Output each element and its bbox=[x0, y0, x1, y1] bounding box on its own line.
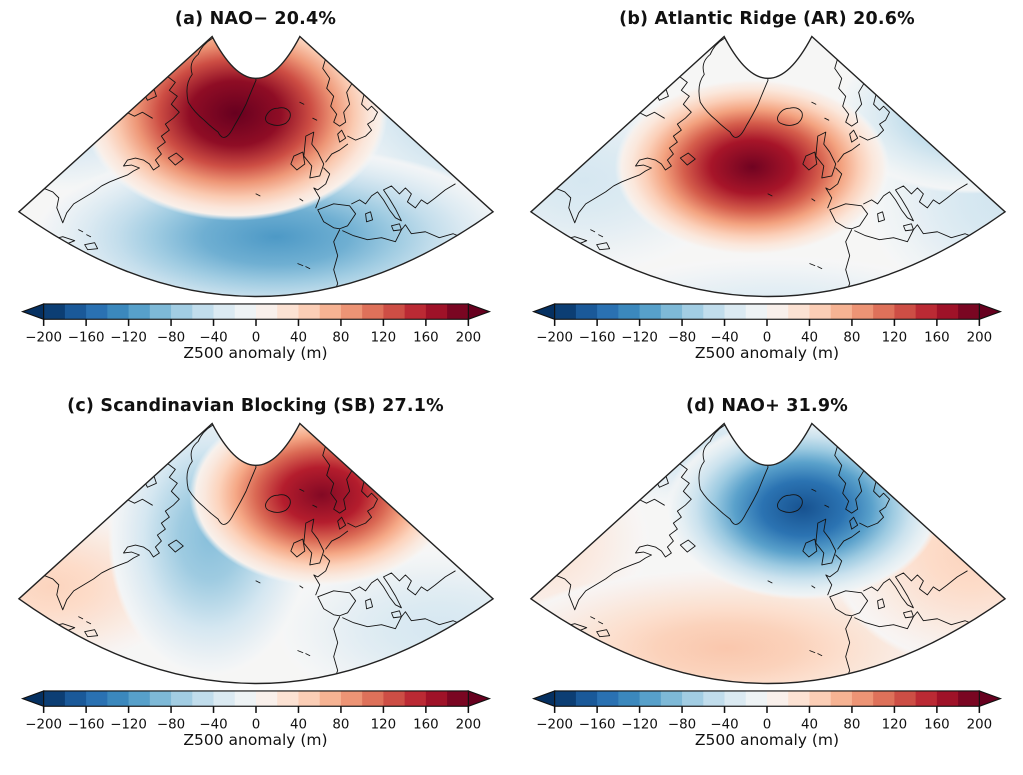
colorbar-tick-label: 0 bbox=[763, 717, 772, 732]
colorbar-tick-label: −40 bbox=[710, 330, 738, 345]
panel-title: (c) Scandinavian Blocking (SB) 27.1% bbox=[67, 396, 444, 416]
colorbar-tick-label: −200 bbox=[25, 717, 62, 732]
colorbar-tick-label: 200 bbox=[967, 330, 993, 345]
colorbar-ticks: −200 −160 −120 −80 −40 0 40 80 120 160 200 bbox=[25, 706, 481, 732]
colorbar-overflow-arrow bbox=[467, 690, 491, 708]
colorbar-tick-label: 40 bbox=[289, 717, 306, 732]
panel-title: (d) NAO+ 31.9% bbox=[686, 396, 848, 416]
colorbar-tick-label: −80 bbox=[668, 330, 696, 345]
map-boundary bbox=[17, 35, 495, 298]
panel-title: (b) Atlantic Ridge (AR) 20.6% bbox=[619, 9, 915, 29]
colorbar-tick-label: 160 bbox=[924, 717, 950, 732]
map-clip-group bbox=[530, 36, 1005, 297]
colorbar-tick-label: −80 bbox=[156, 330, 184, 345]
colorbar-tick-label: 40 bbox=[289, 330, 306, 345]
colorbar-ticks: −200 −160 −120 −80 −40 0 40 80 120 160 200 bbox=[25, 319, 481, 345]
colorbar-overflow-arrow bbox=[467, 303, 491, 321]
colorbar-tick-label: 120 bbox=[882, 330, 908, 345]
colorbar-label: Z500 anomaly (m) bbox=[183, 731, 328, 749]
colorbar: −200 −160 −120 −80 −40 0 40 80 120 160 200 bbox=[531, 303, 1003, 345]
map-clip-group bbox=[530, 423, 1005, 684]
colorbar-tick-label: 0 bbox=[251, 330, 260, 345]
colorbar-tick-label: 200 bbox=[455, 717, 481, 732]
colorbar-tick-label: 120 bbox=[882, 717, 908, 732]
colorbar-label: Z500 anomaly (m) bbox=[694, 731, 840, 749]
colorbar-overflow-arrow bbox=[978, 690, 1003, 708]
panel-a: (a) NAO− 20.4% −200 −160 −120 −80 −40 0 40 80 12… bbox=[0, 0, 511, 387]
colorbar-tick-label: −120 bbox=[621, 330, 658, 345]
colorbar-tick-label: −200 bbox=[536, 330, 573, 345]
colorbar-tick-label: 120 bbox=[370, 330, 396, 345]
colorbar-tick-label: 40 bbox=[801, 330, 818, 345]
colorbar-segments bbox=[43, 303, 469, 320]
panel-d: (d) NAO+ 31.9% −200 −160 −120 −80 −40 0 40 80 12… bbox=[511, 387, 1023, 775]
anomaly-field bbox=[530, 423, 1005, 684]
anomaly-map bbox=[17, 35, 495, 298]
colorbar-tick-label: −200 bbox=[25, 330, 62, 345]
anomaly-field bbox=[18, 423, 494, 684]
colorbar-tick-label: 160 bbox=[924, 330, 950, 345]
colorbar-tick-label: −40 bbox=[199, 717, 227, 732]
panel-b: (b) Atlantic Ridge (AR) 20.6% −200 −160 −1… bbox=[511, 0, 1023, 387]
colorbar: −200 −160 −120 −80 −40 0 40 80 120 160 200 bbox=[20, 303, 491, 345]
colorbar-tick-label: 160 bbox=[413, 717, 439, 732]
colorbar-tick-label: 0 bbox=[251, 717, 260, 732]
colorbar-tick-label: −80 bbox=[668, 717, 696, 732]
colorbar-tick-label: 80 bbox=[332, 330, 349, 345]
map-clip-group bbox=[18, 423, 494, 684]
anomaly-map bbox=[529, 422, 1006, 685]
colorbar-underflow-arrow bbox=[20, 303, 44, 321]
colorbar-label: Z500 anomaly (m) bbox=[183, 344, 328, 362]
colorbar-ticks: −200 −160 −120 −80 −40 0 40 80 120 160 200 bbox=[536, 319, 992, 345]
panel-c: (c) Scandinavian Blocking (SB) 27.1% −20… bbox=[0, 387, 511, 775]
map-boundary bbox=[17, 422, 495, 685]
map-boundary bbox=[529, 35, 1006, 298]
colorbar-tick-label: 80 bbox=[843, 717, 860, 732]
anomaly-field bbox=[530, 36, 1005, 297]
colorbar-tick-label: −40 bbox=[710, 717, 738, 732]
colorbar-tick-label: −160 bbox=[67, 717, 104, 732]
colorbar-ticks: −200 −160 −120 −80 −40 0 40 80 120 160 200 bbox=[536, 706, 992, 732]
colorbar-tick-label: 120 bbox=[370, 717, 396, 732]
colorbar-tick-label: −80 bbox=[156, 717, 184, 732]
colorbar-tick-label: 80 bbox=[332, 717, 349, 732]
map-clip-group bbox=[18, 36, 494, 297]
colorbar-tick-label: 160 bbox=[413, 330, 439, 345]
colorbar-tick-label: −160 bbox=[67, 330, 104, 345]
colorbar-tick-label: 0 bbox=[763, 330, 772, 345]
colorbar-segments bbox=[43, 690, 469, 707]
colorbar-tick-label: 40 bbox=[801, 717, 818, 732]
colorbar-underflow-arrow bbox=[531, 690, 556, 708]
colorbar-segments bbox=[554, 303, 980, 320]
colorbar-tick-label: −120 bbox=[621, 717, 658, 732]
colorbar: −200 −160 −120 −80 −40 0 40 80 120 160 200 bbox=[531, 690, 1003, 732]
colorbar-tick-label: 200 bbox=[967, 717, 993, 732]
colorbar-tick-label: −160 bbox=[579, 717, 616, 732]
colorbar-tick-label: −40 bbox=[199, 330, 227, 345]
colorbar-tick-label: −120 bbox=[110, 717, 147, 732]
colorbar-underflow-arrow bbox=[531, 303, 556, 321]
anomaly-field bbox=[18, 36, 494, 297]
colorbar-segments bbox=[554, 690, 980, 707]
colorbar-tick-label: −200 bbox=[536, 717, 573, 732]
colorbar-label: Z500 anomaly (m) bbox=[694, 344, 840, 362]
panel-title: (a) NAO− 20.4% bbox=[174, 9, 337, 29]
anomaly-map bbox=[529, 35, 1006, 298]
colorbar-underflow-arrow bbox=[20, 690, 44, 708]
colorbar-tick-label: −160 bbox=[579, 330, 616, 345]
colorbar-tick-label: 80 bbox=[843, 330, 860, 345]
colorbar-overflow-arrow bbox=[978, 303, 1003, 321]
colorbar-tick-label: 200 bbox=[455, 330, 481, 345]
map-boundary bbox=[529, 422, 1006, 685]
colorbar-tick-label: −120 bbox=[110, 330, 147, 345]
colorbar: −200 −160 −120 −80 −40 0 40 80 120 160 200 bbox=[20, 690, 491, 732]
anomaly-map bbox=[17, 422, 495, 685]
